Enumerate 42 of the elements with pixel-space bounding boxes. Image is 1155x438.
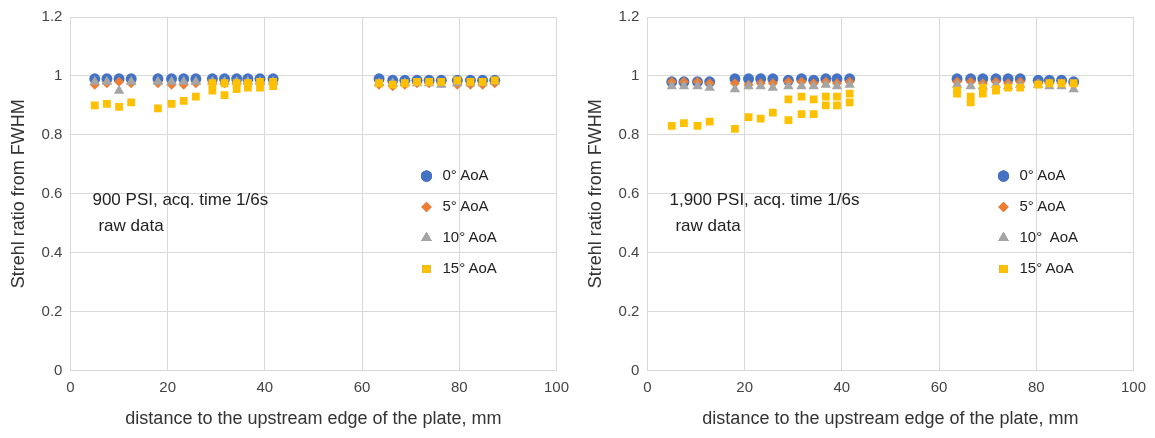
legend-label: 15° AoA	[442, 259, 497, 277]
y-tick-label: 1	[631, 66, 640, 84]
y-tick-label: 0.8	[618, 124, 640, 142]
x-tick-label: 80	[450, 377, 468, 395]
y-tick-label: 0.8	[41, 124, 63, 142]
y-tick-label: 0.2	[618, 301, 640, 319]
y-axis-title: Strehl ratio from FWHM	[584, 99, 605, 289]
x-axis-title: distance to the upstream edge of the plate, mm	[702, 408, 1079, 429]
x-tick-label: 80	[1027, 377, 1045, 395]
x-tick-label: 0	[66, 377, 75, 395]
y-tick-label: 0.2	[41, 301, 63, 319]
y-tick-label: 0.6	[41, 183, 63, 201]
legend-label: 5° AoA	[442, 197, 489, 215]
y-tick-label: 1.2	[41, 7, 63, 25]
legend-label: 0° AoA	[442, 166, 489, 184]
annotation: raw data	[675, 216, 742, 236]
y-tick-label: 0	[631, 360, 640, 378]
y-tick-label: 0.4	[618, 242, 640, 260]
y-tick-label: 0.6	[618, 183, 640, 201]
y-tick-label: 1	[54, 66, 63, 84]
y-tick-label: 0	[54, 360, 63, 378]
y-tick-label: 1.2	[618, 7, 640, 25]
legend-label: 0° AoA	[1019, 166, 1066, 184]
x-axis-title: distance to the upstream edge of the plate, mm	[125, 408, 502, 429]
annotation: raw data	[98, 216, 165, 236]
legend-label: 15° AoA	[1019, 259, 1074, 277]
y-tick-label: 0.4	[41, 242, 63, 260]
x-tick-label: 40	[256, 377, 274, 395]
annotation: 900 PSI, acq. time 1/6s	[92, 190, 269, 210]
x-tick-label: 60	[930, 377, 948, 395]
x-tick-label: 60	[353, 377, 371, 395]
x-tick-label: 100	[1120, 377, 1146, 395]
legend-label: 10° AoA	[442, 228, 497, 246]
y-axis-title: Strehl ratio from FWHM	[7, 99, 28, 289]
x-tick-label: 20	[736, 377, 753, 395]
legend-label: 10° AoA	[1019, 228, 1079, 246]
x-tick-label: 100	[543, 377, 569, 395]
x-tick-label: 0	[643, 377, 652, 395]
x-tick-label: 40	[833, 377, 851, 395]
annotation: 1,900 PSI, acq. time 1/6s	[669, 190, 860, 210]
legend-label: 5° AoA	[1019, 197, 1066, 215]
x-tick-label: 20	[159, 377, 176, 395]
